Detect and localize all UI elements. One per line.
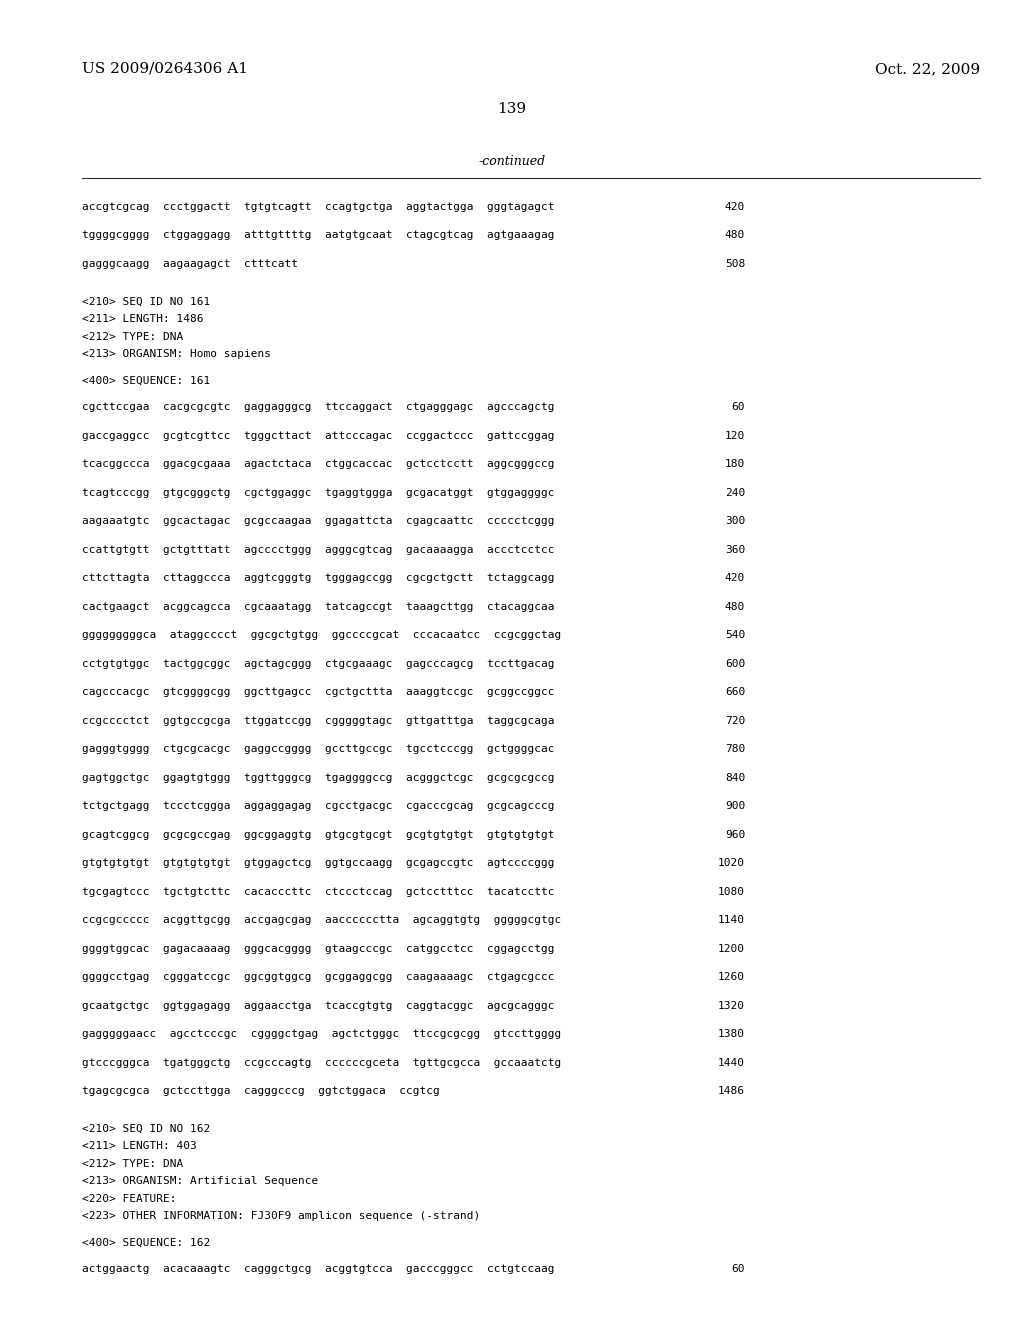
Text: <223> OTHER INFORMATION: FJ30F9 amplicon sequence (-strand): <223> OTHER INFORMATION: FJ30F9 amplicon… <box>82 1210 480 1221</box>
Text: Oct. 22, 2009: Oct. 22, 2009 <box>874 62 980 77</box>
Text: 180: 180 <box>725 459 745 469</box>
Text: 60: 60 <box>731 1265 745 1274</box>
Text: US 2009/0264306 A1: US 2009/0264306 A1 <box>82 62 248 77</box>
Text: 780: 780 <box>725 744 745 754</box>
Text: 1200: 1200 <box>718 944 745 953</box>
Text: tggggcgggg  ctggaggagg  atttgttttg  aatgtgcaat  ctagcgtcag  agtgaaagag: tggggcgggg ctggaggagg atttgttttg aatgtgc… <box>82 231 555 240</box>
Text: <213> ORGANISM: Homo sapiens: <213> ORGANISM: Homo sapiens <box>82 348 271 359</box>
Text: 1440: 1440 <box>718 1057 745 1068</box>
Text: cttcttagta  cttaggccca  aggtcgggtg  tgggagccgg  cgcgctgctt  tctaggcagg: cttcttagta cttaggccca aggtcgggtg tgggagc… <box>82 573 555 583</box>
Text: gcagtcggcg  gcgcgccgag  ggcggaggtg  gtgcgtgcgt  gcgtgtgtgt  gtgtgtgtgt: gcagtcggcg gcgcgccgag ggcggaggtg gtgcgtg… <box>82 829 555 840</box>
Text: ggggtggcac  gagacaaaag  gggcacgggg  gtaagcccgc  catggcctcc  cggagcctgg: ggggtggcac gagacaaaag gggcacgggg gtaagcc… <box>82 944 555 953</box>
Text: 660: 660 <box>725 686 745 697</box>
Text: ccgcgccccc  acggttgcgg  accgagcgag  aacccccctta  agcaggtgtg  gggggcgtgc: ccgcgccccc acggttgcgg accgagcgag aaccccc… <box>82 915 561 925</box>
Text: tctgctgagg  tccctcggga  aggaggagag  cgcctgacgc  cgacccgcag  gcgcagcccg: tctgctgagg tccctcggga aggaggagag cgcctga… <box>82 801 555 810</box>
Text: 840: 840 <box>725 772 745 783</box>
Text: 1140: 1140 <box>718 915 745 925</box>
Text: 540: 540 <box>725 630 745 640</box>
Text: accgtcgcag  ccctggactt  tgtgtcagtt  ccagtgctga  aggtactgga  gggtagagct: accgtcgcag ccctggactt tgtgtcagtt ccagtgc… <box>82 202 555 213</box>
Text: <220> FEATURE:: <220> FEATURE: <box>82 1193 176 1204</box>
Text: gagggcaagg  aagaagagct  ctttcatt: gagggcaagg aagaagagct ctttcatt <box>82 259 298 269</box>
Text: cctgtgtggc  tactggcggc  agctagcggg  ctgcgaaagc  gagcccagcg  tccttgacag: cctgtgtggc tactggcggc agctagcggg ctgcgaa… <box>82 659 555 668</box>
Text: 1020: 1020 <box>718 858 745 869</box>
Text: <210> SEQ ID NO 162: <210> SEQ ID NO 162 <box>82 1123 210 1134</box>
Text: 139: 139 <box>498 102 526 116</box>
Text: 360: 360 <box>725 545 745 554</box>
Text: <210> SEQ ID NO 161: <210> SEQ ID NO 161 <box>82 297 210 306</box>
Text: tcacggccca  ggacgcgaaa  agactctaca  ctggcaccac  gctcctcctt  aggcgggccg: tcacggccca ggacgcgaaa agactctaca ctggcac… <box>82 459 555 469</box>
Text: <400> SEQUENCE: 161: <400> SEQUENCE: 161 <box>82 375 210 385</box>
Text: gagggtgggg  ctgcgcacgc  gaggccgggg  gccttgccgc  tgcctcccgg  gctggggcac: gagggtgggg ctgcgcacgc gaggccgggg gccttgc… <box>82 744 555 754</box>
Text: 1486: 1486 <box>718 1086 745 1096</box>
Text: 1260: 1260 <box>718 972 745 982</box>
Text: gtgtgtgtgt  gtgtgtgtgt  gtggagctcg  ggtgccaagg  gcgagccgtc  agtccccggg: gtgtgtgtgt gtgtgtgtgt gtggagctcg ggtgcca… <box>82 858 555 869</box>
Text: cgcttccgaa  cacgcgcgtc  gaggagggcg  ttccaggact  ctgagggagc  agcccagctg: cgcttccgaa cacgcgcgtc gaggagggcg ttccagg… <box>82 403 555 412</box>
Text: gcaatgctgc  ggtggagagg  aggaacctga  tcaccgtgtg  caggtacggc  agcgcagggc: gcaatgctgc ggtggagagg aggaacctga tcaccgt… <box>82 1001 555 1011</box>
Text: aagaaatgtc  ggcactagac  gcgccaagaa  ggagattcta  cgagcaattc  ccccctcggg: aagaaatgtc ggcactagac gcgccaagaa ggagatt… <box>82 516 555 525</box>
Text: actggaactg  acacaaagtc  cagggctgcg  acggtgtcca  gacccgggcc  cctgtccaag: actggaactg acacaaagtc cagggctgcg acggtgt… <box>82 1265 555 1274</box>
Text: 420: 420 <box>725 202 745 213</box>
Text: gagtggctgc  ggagtgtggg  tggttgggcg  tgaggggccg  acgggctcgc  gcgcgcgccg: gagtggctgc ggagtgtggg tggttgggcg tgagggg… <box>82 772 555 783</box>
Text: tcagtcccgg  gtgcgggctg  cgctggaggc  tgaggtggga  gcgacatggt  gtggaggggc: tcagtcccgg gtgcgggctg cgctggaggc tgaggtg… <box>82 487 555 498</box>
Text: 420: 420 <box>725 573 745 583</box>
Text: 720: 720 <box>725 715 745 726</box>
Text: -continued: -continued <box>478 154 546 168</box>
Text: 1080: 1080 <box>718 887 745 896</box>
Text: <211> LENGTH: 1486: <211> LENGTH: 1486 <box>82 314 204 323</box>
Text: 120: 120 <box>725 430 745 441</box>
Text: 960: 960 <box>725 829 745 840</box>
Text: 1320: 1320 <box>718 1001 745 1011</box>
Text: 60: 60 <box>731 403 745 412</box>
Text: 900: 900 <box>725 801 745 810</box>
Text: 480: 480 <box>725 602 745 611</box>
Text: cactgaagct  acggcagcca  cgcaaatagg  tatcagccgt  taaagcttgg  ctacaggcaa: cactgaagct acggcagcca cgcaaatagg tatcagc… <box>82 602 555 611</box>
Text: ccattgtgtt  gctgtttatt  agcccctggg  agggcgtcag  gacaaaagga  accctcctcc: ccattgtgtt gctgtttatt agcccctggg agggcgt… <box>82 545 555 554</box>
Text: ccgcccctct  ggtgccgcga  ttggatccgg  cgggggtagc  gttgatttga  taggcgcaga: ccgcccctct ggtgccgcga ttggatccgg cgggggt… <box>82 715 555 726</box>
Text: ggggcctgag  cgggatccgc  ggcggtggcg  gcggaggcgg  caagaaaagc  ctgagcgccc: ggggcctgag cgggatccgc ggcggtggcg gcggagg… <box>82 972 555 982</box>
Text: 508: 508 <box>725 259 745 269</box>
Text: gagggggaacc  agcctcccgc  cggggctgag  agctctgggc  ttccgcgcgg  gtccttgggg: gagggggaacc agcctcccgc cggggctgag agctct… <box>82 1030 561 1039</box>
Text: 300: 300 <box>725 516 745 525</box>
Text: gggggggggca  ataggcccct  ggcgctgtgg  ggccccgcat  cccacaatcc  ccgcggctag: gggggggggca ataggcccct ggcgctgtgg ggcccc… <box>82 630 561 640</box>
Text: <400> SEQUENCE: 162: <400> SEQUENCE: 162 <box>82 1238 210 1247</box>
Text: <211> LENGTH: 403: <211> LENGTH: 403 <box>82 1140 197 1151</box>
Text: <212> TYPE: DNA: <212> TYPE: DNA <box>82 1159 183 1168</box>
Text: gaccgaggcc  gcgtcgttcc  tgggcttact  attcccagac  ccggactccc  gattccggag: gaccgaggcc gcgtcgttcc tgggcttact attccca… <box>82 430 555 441</box>
Text: 480: 480 <box>725 231 745 240</box>
Text: <212> TYPE: DNA: <212> TYPE: DNA <box>82 331 183 342</box>
Text: gtcccgggca  tgatgggctg  ccgcccagtg  ccccccgceta  tgttgcgcca  gccaaatctg: gtcccgggca tgatgggctg ccgcccagtg ccccccg… <box>82 1057 561 1068</box>
Text: tgagcgcgca  gctccttgga  cagggcccg  ggtctggaca  ccgtcg: tgagcgcgca gctccttgga cagggcccg ggtctgga… <box>82 1086 439 1096</box>
Text: 1380: 1380 <box>718 1030 745 1039</box>
Text: <213> ORGANISM: Artificial Sequence: <213> ORGANISM: Artificial Sequence <box>82 1176 318 1185</box>
Text: tgcgagtccc  tgctgtcttc  cacacccttc  ctccctccag  gctcctttcc  tacatccttc: tgcgagtccc tgctgtcttc cacacccttc ctccctc… <box>82 887 555 896</box>
Text: cagcccacgc  gtcggggcgg  ggcttgagcc  cgctgcttta  aaaggtccgc  gcggccggcc: cagcccacgc gtcggggcgg ggcttgagcc cgctgct… <box>82 686 555 697</box>
Text: 240: 240 <box>725 487 745 498</box>
Text: 600: 600 <box>725 659 745 668</box>
